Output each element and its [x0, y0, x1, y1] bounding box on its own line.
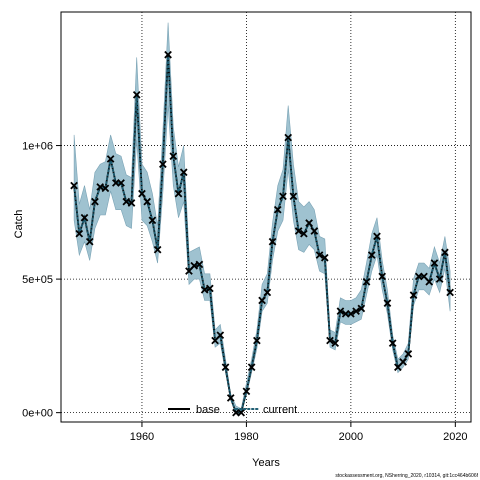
- data-point: [159, 160, 167, 169]
- legend-label-current: current: [263, 404, 297, 416]
- data-point: [383, 299, 392, 307]
- data-point: [362, 277, 371, 286]
- x-axis-title: Years: [252, 457, 280, 469]
- data-point: [435, 275, 444, 283]
- data-point: [404, 350, 413, 358]
- y-tick-label-0e+00: 0e+00: [22, 408, 53, 420]
- x-tick-label-2000: 2000: [339, 431, 363, 443]
- data-point: [294, 227, 303, 235]
- data-point: [263, 288, 272, 297]
- y-axis: 0e+00 5e+05 1e+06: [22, 141, 61, 420]
- data-point: [195, 260, 204, 269]
- x-axis: 1960 1980 2000 2020: [130, 422, 468, 443]
- data-point: [200, 285, 209, 294]
- data-point: [132, 90, 141, 99]
- data-point: [409, 291, 418, 299]
- data-point: [127, 199, 136, 207]
- data-point: [122, 197, 131, 206]
- data-point: [70, 181, 78, 190]
- data-point: [237, 408, 246, 417]
- data-point: [289, 192, 298, 201]
- data-point: [153, 245, 162, 254]
- data-point: [279, 192, 287, 201]
- data-point: [206, 284, 214, 293]
- data-point: [357, 304, 366, 313]
- data-point: [75, 229, 84, 238]
- data-point: [273, 205, 282, 214]
- data-point: [143, 197, 152, 206]
- data-point: [320, 253, 329, 262]
- data-point: [221, 363, 230, 372]
- footnote: stockassessment.org, NSherring_2020, r10…: [335, 473, 478, 479]
- x-tick-label-1980: 1980: [234, 431, 258, 443]
- data-point: [378, 272, 387, 281]
- observation-markers: [70, 50, 454, 417]
- y-tick-label-5e+05: 5e+05: [22, 274, 53, 286]
- data-point: [367, 251, 376, 259]
- y-tick-label-1e+06: 1e+06: [22, 141, 53, 153]
- data-point: [96, 183, 105, 191]
- data-point: [446, 288, 454, 297]
- data-point: [164, 50, 172, 59]
- data-point: [80, 213, 89, 222]
- data-point: [85, 237, 94, 246]
- data-point: [258, 296, 266, 305]
- data-point: [174, 189, 183, 198]
- data-point: [331, 339, 340, 348]
- data-point: [336, 307, 345, 315]
- data-point: [226, 394, 235, 402]
- data-point: [399, 358, 407, 366]
- data-point: [247, 363, 256, 372]
- data-point: [310, 227, 319, 235]
- data-point: [138, 189, 146, 198]
- data-point: [179, 168, 188, 177]
- data-point: [190, 261, 199, 270]
- data-point: [347, 309, 355, 318]
- data-point: [305, 219, 313, 227]
- data-point: [315, 251, 324, 259]
- plot-frame: [60, 11, 472, 423]
- data-point: [326, 336, 334, 345]
- confidence-band: [73, 22, 451, 413]
- x-tick-label-1960: 1960: [130, 431, 154, 443]
- x-tick-label-2020: 2020: [443, 431, 467, 443]
- data-point: [268, 237, 277, 246]
- data-point: [117, 179, 125, 187]
- data-point: [352, 307, 360, 315]
- data-point: [425, 277, 434, 286]
- data-point: [242, 387, 251, 396]
- data-point: [284, 133, 293, 142]
- data-point: [300, 229, 308, 238]
- data-point: [430, 259, 439, 267]
- data-point: [441, 248, 449, 257]
- legend: base current: [168, 404, 297, 416]
- data-point: [148, 216, 157, 225]
- data-point: [91, 197, 99, 206]
- data-point: [373, 232, 381, 241]
- data-point: [169, 152, 178, 161]
- plot-background: [61, 12, 471, 422]
- data-point: [216, 331, 225, 340]
- data-point: [253, 336, 261, 345]
- legend-label-base: base: [196, 404, 220, 416]
- data-point: [106, 155, 115, 163]
- data-point: [101, 184, 110, 193]
- y-axis-title: Catch: [13, 210, 25, 239]
- data-point: [388, 339, 397, 348]
